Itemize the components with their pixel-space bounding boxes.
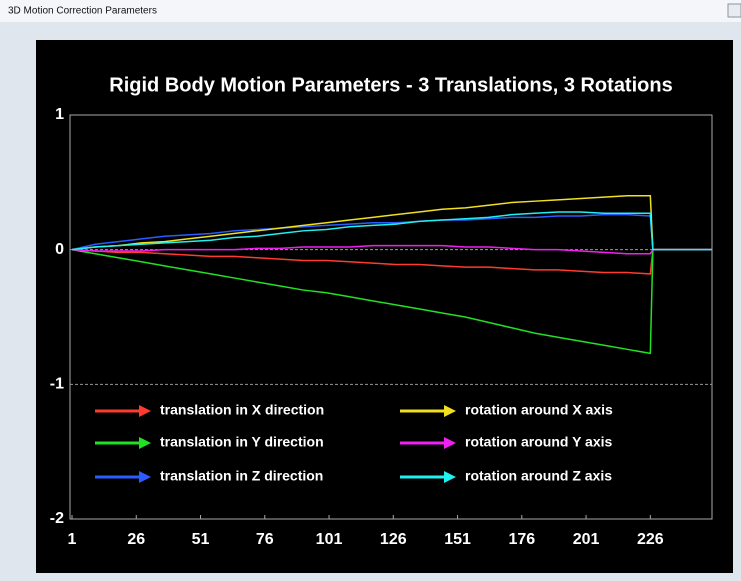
series-line [71, 213, 712, 251]
x-tick-label: 26 [127, 531, 145, 548]
series-line [71, 244, 712, 255]
x-tick-label: 101 [316, 531, 343, 548]
legend-label: translation in Y direction [160, 434, 324, 450]
legend-label: rotation around X axis [465, 402, 613, 418]
x-tick-label: 126 [380, 531, 407, 548]
legend-arrowhead [139, 437, 151, 449]
chart-title: Rigid Body Motion Parameters - 3 Transla… [109, 74, 672, 96]
legend-arrowhead [444, 437, 456, 449]
x-tick-label: 51 [192, 531, 210, 548]
y-tick-label: 1 [55, 106, 64, 123]
legend-arrowhead [139, 405, 151, 417]
y-tick-label: -2 [50, 510, 64, 527]
legend-label: translation in Z direction [160, 468, 323, 484]
title-bar [0, 0, 741, 22]
series-line [71, 248, 712, 275]
plot-panel [36, 40, 733, 573]
legend-arrowhead [444, 471, 456, 483]
series-line [71, 211, 712, 251]
x-tick-label: 1 [68, 531, 77, 548]
y-tick-label: -1 [50, 376, 64, 393]
legend-arrowhead [444, 405, 456, 417]
legend-label: rotation around Z axis [465, 468, 612, 484]
x-tick-label: 76 [256, 531, 274, 548]
x-tick-label: 151 [444, 531, 471, 548]
x-tick-label: 201 [573, 531, 600, 548]
axis-frame [69, 114, 713, 520]
x-tick-label: 226 [637, 531, 664, 548]
window-button[interactable] [727, 3, 741, 18]
legend-arrowhead [139, 471, 151, 483]
legend-label: rotation around Y axis [465, 434, 613, 450]
legend-label: translation in X direction [160, 402, 324, 418]
window-title: 3D Motion Correction Parameters [8, 6, 157, 17]
y-tick-label: 0 [55, 241, 64, 258]
x-tick-label: 176 [508, 531, 535, 548]
series-line [71, 195, 712, 251]
series-line [71, 248, 712, 355]
